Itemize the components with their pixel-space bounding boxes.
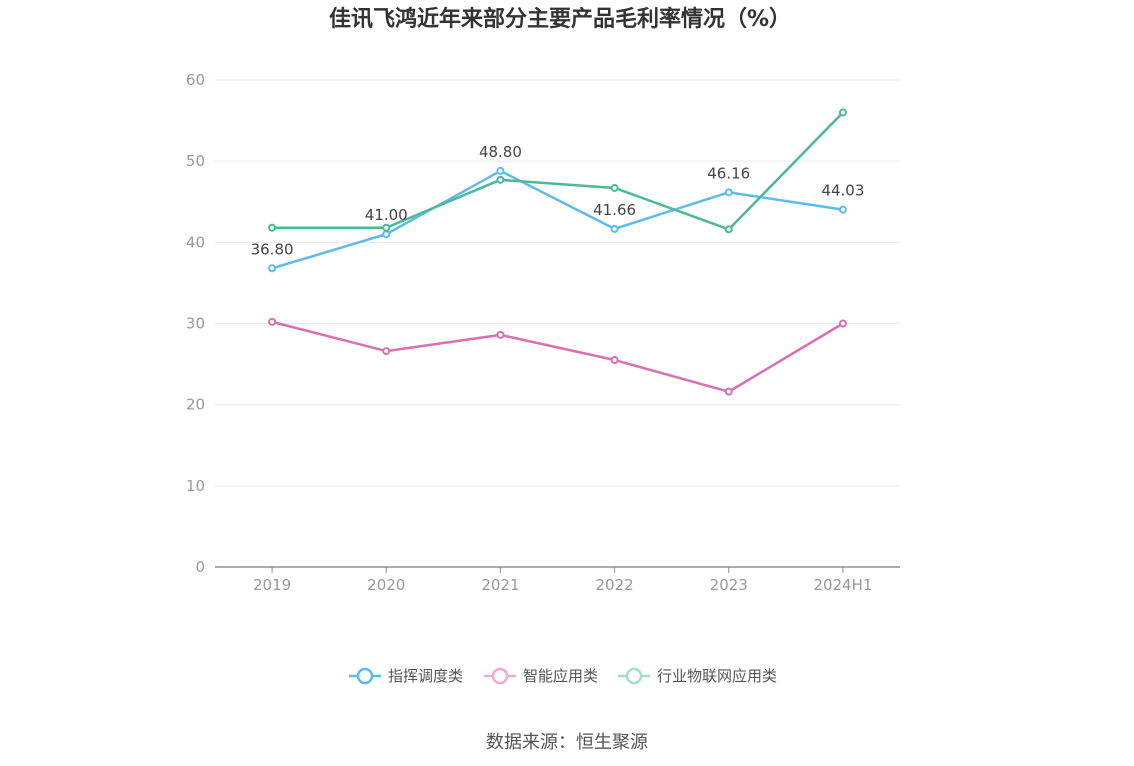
x-tick-label: 2019 <box>253 576 291 594</box>
y-tick-label: 50 <box>186 152 205 170</box>
series-line-1 <box>271 320 844 393</box>
y-tick-label: 0 <box>195 558 205 576</box>
data-label: 46.16 <box>707 164 750 182</box>
legend-item-0[interactable]: 指挥调度类 <box>349 667 463 685</box>
data-label: 41.66 <box>593 201 636 219</box>
legend-label: 智能应用类 <box>523 667 598 685</box>
x-tick-label: 2024H1 <box>813 576 872 594</box>
legend-marker <box>356 667 374 685</box>
data-point[interactable] <box>610 356 619 365</box>
chart-title: 佳讯飞鸿近年来部分主要产品毛利率情况（%） <box>329 6 791 32</box>
x-tick-label: 2021 <box>481 576 519 594</box>
data-point[interactable] <box>496 330 505 339</box>
data-point[interactable] <box>268 264 277 273</box>
y-tick-label: 30 <box>186 315 205 333</box>
series-line-0 <box>271 169 844 270</box>
data-point[interactable] <box>496 175 505 184</box>
data-point[interactable] <box>496 166 505 175</box>
data-point[interactable] <box>268 317 277 326</box>
y-tick-label: 20 <box>186 396 205 414</box>
data-label: 41.00 <box>365 206 408 224</box>
y-tick-label: 10 <box>186 477 205 495</box>
legend-marker <box>625 667 643 685</box>
data-label: 44.03 <box>821 182 864 200</box>
data-point[interactable] <box>724 188 733 197</box>
x-tick-label: 2023 <box>710 576 748 594</box>
data-point[interactable] <box>382 347 391 356</box>
data-label: 36.80 <box>251 240 294 258</box>
data-point[interactable] <box>724 225 733 234</box>
legend-item-2[interactable]: 行业物联网应用类 <box>618 667 777 685</box>
series-lines <box>268 108 847 396</box>
x-tick-label: 2022 <box>595 576 633 594</box>
data-point[interactable] <box>382 223 391 232</box>
x-tick-label: 2020 <box>367 576 405 594</box>
data-point[interactable] <box>724 387 733 396</box>
data-label: 48.80 <box>479 143 522 161</box>
data-point[interactable] <box>610 224 619 233</box>
data-point[interactable] <box>838 319 847 328</box>
data-labels: 36.80 41.00 48.80 41.66 46.16 44.03 <box>251 143 865 258</box>
grid-lines <box>215 79 900 487</box>
data-point[interactable] <box>382 230 391 239</box>
legend-label: 指挥调度类 <box>388 667 463 685</box>
legend-item-1[interactable]: 智能应用类 <box>484 667 598 685</box>
data-point[interactable] <box>610 183 619 192</box>
data-point[interactable] <box>838 108 847 117</box>
legend[interactable]: 指挥调度类 智能应用类 行业物联网应用类 <box>349 667 777 685</box>
data-point[interactable] <box>838 205 847 214</box>
source-label: 数据来源：恒生聚源 <box>486 732 648 753</box>
y-tick-label: 40 <box>186 233 205 251</box>
legend-marker <box>491 667 509 685</box>
axes: 0 10 20 30 40 50 60 2019 2020 2021 2022 2023 2024H1 <box>186 71 900 594</box>
y-tick-label: 60 <box>186 71 205 89</box>
data-point[interactable] <box>268 223 277 232</box>
legend-label: 行业物联网应用类 <box>657 667 777 685</box>
series-line-2 <box>272 111 844 231</box>
